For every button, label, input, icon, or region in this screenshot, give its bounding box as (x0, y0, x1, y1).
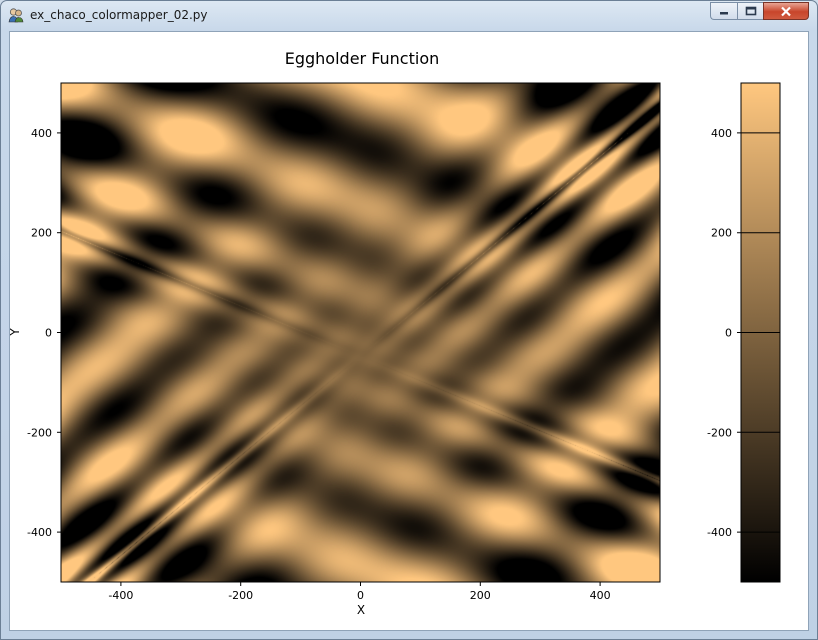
close-button[interactable] (763, 2, 809, 20)
window-title: ex_chaco_colormapper_02.py (30, 8, 208, 22)
minimize-icon (719, 11, 728, 14)
y-axis: -400 -200 0 200 400 (27, 127, 61, 539)
heatmap-area[interactable] (61, 83, 660, 582)
colorbar-tick-label: 400 (711, 127, 732, 140)
colorbar-tick-label: 200 (711, 227, 732, 240)
y-tick-label: 200 (31, 227, 52, 240)
python-app-icon (8, 8, 24, 23)
x-tick-label: 200 (470, 589, 491, 602)
eggholder-chart: Eggholder Function -400 -200 0 200 400 -400-… (8, 49, 781, 617)
close-icon (781, 6, 791, 16)
x-tick-label: 0 (357, 589, 364, 602)
x-tick-label: -400 (108, 589, 133, 602)
colorbar-tick-label: -200 (707, 426, 732, 439)
maximize-button[interactable] (737, 2, 763, 20)
colorbar-tick-label: 0 (725, 327, 732, 340)
colorbar-axis: -400 -200 0 200 400 (707, 127, 780, 539)
y-tick-label: -400 (27, 526, 52, 539)
x-tick-label: 400 (590, 589, 611, 602)
maximize-icon (745, 6, 756, 16)
x-tick-label: -200 (228, 589, 253, 602)
y-tick-label: -200 (27, 426, 52, 439)
x-axis-label: X (357, 603, 365, 617)
y-axis-label: Y (10, 328, 22, 337)
minimize-button[interactable] (710, 2, 737, 20)
caption-buttons (710, 2, 809, 21)
chart-title: Eggholder Function (285, 49, 440, 68)
y-tick-label: 0 (45, 327, 52, 340)
title-bar[interactable]: ex_chaco_colormapper_02.py (1, 1, 817, 29)
colorbar-tick-label: -400 (707, 526, 732, 539)
x-axis: -400 -200 0 200 400 (108, 582, 611, 602)
plot-canvas: Eggholder Function -400 -200 0 200 400 -400-… (8, 31, 809, 631)
y-tick-label: 400 (31, 127, 52, 140)
